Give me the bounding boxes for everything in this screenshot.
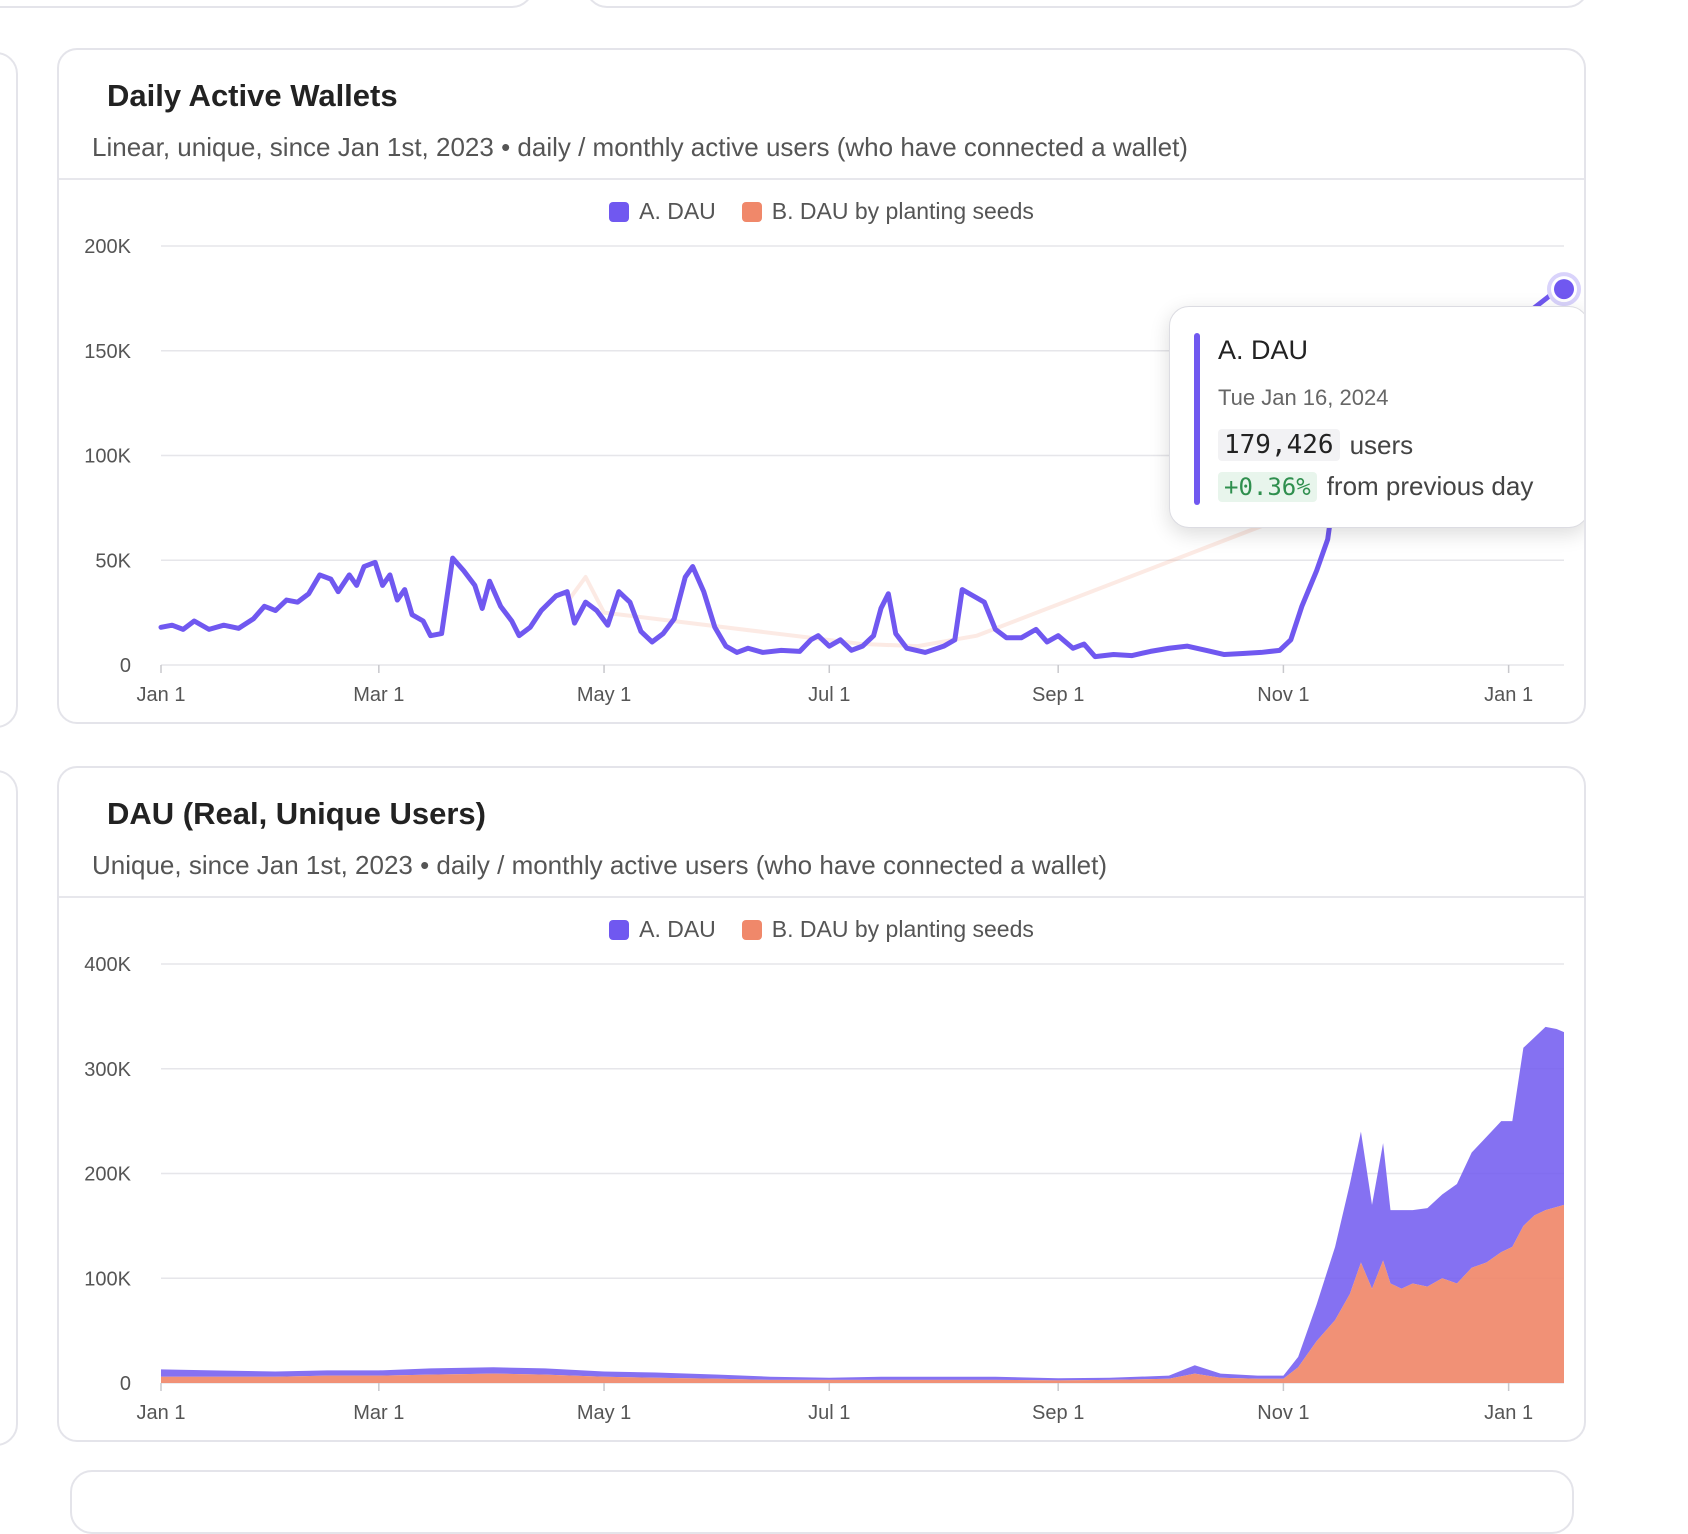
- x-tick-label: Jul 1: [808, 1402, 850, 1424]
- x-tick-label: Jan 1: [137, 1402, 186, 1424]
- x-tick-label: Mar 1: [353, 1402, 404, 1424]
- series-area-seeds: [161, 1204, 1564, 1383]
- y-tick-label: 50K: [95, 550, 131, 572]
- legend-label-dau: A. DAU: [639, 916, 716, 942]
- card-divider: [59, 178, 1584, 180]
- legend-label-seeds: B. DAU by planting seeds: [771, 916, 1034, 942]
- tooltip-date: Tue Jan 16, 2024: [1218, 385, 1389, 410]
- y-tick-label: 100K: [84, 446, 131, 468]
- background-card-top-right: [585, 0, 1589, 8]
- y-tick-label: 150K: [84, 341, 131, 363]
- x-tick-label: Nov 1: [1257, 1402, 1309, 1424]
- chart-legend: A. DAU B. DAU by planting seeds: [59, 198, 1584, 225]
- line-chart[interactable]: 0 50K 100K 150K 200K Jan 1 Mar 1 May 1 Jul 1 Sep …: [59, 50, 1584, 722]
- legend-label-seeds: B. DAU by planting seeds: [771, 198, 1034, 224]
- y-tick-label: 200K: [84, 236, 131, 258]
- seeds-swatch-icon: [741, 201, 762, 222]
- x-tick-label: May 1: [577, 684, 631, 706]
- legend-item-dau[interactable]: A. DAU: [609, 198, 716, 225]
- y-tick-label: 200K: [84, 1164, 131, 1186]
- background-card-left-1: [0, 52, 18, 728]
- y-tick-label: 400K: [84, 954, 131, 976]
- dau-real-unique-users-card: DAU (Real, Unique Users) Unique, since J…: [57, 766, 1586, 1442]
- chart-subtitle: Linear, unique, since Jan 1st, 2023 • da…: [92, 132, 1188, 162]
- x-tick-label: Sep 1: [1032, 684, 1084, 706]
- series-line-dau: [158, 286, 1567, 660]
- legend-item-dau[interactable]: A. DAU: [609, 916, 716, 943]
- background-card-top-left: [0, 0, 534, 8]
- chart-legend: A. DAU B. DAU by planting seeds: [59, 916, 1584, 943]
- x-tick-label: May 1: [577, 1402, 631, 1424]
- dau-swatch-icon: [609, 919, 630, 940]
- chart-title: Daily Active Wallets: [107, 78, 398, 113]
- card-divider: [59, 896, 1584, 898]
- tooltip-series-name: A. DAU: [1218, 335, 1309, 365]
- tooltip-change-row: +0.36% from previous day: [1218, 471, 1533, 502]
- stacked-area-chart[interactable]: 0 100K 200K 300K 400K Jan 1 Mar 1 May 1 Jul 1 Sep…: [59, 768, 1584, 1440]
- x-tick-label: Mar 1: [353, 684, 404, 706]
- chart-tooltip: A. DAU Tue Jan 16, 2024 179,426 users +0…: [1169, 306, 1584, 528]
- tooltip-series-color-bar: [1194, 333, 1200, 505]
- hover-point: [1554, 279, 1574, 300]
- y-tick-label: 0: [120, 655, 131, 677]
- tooltip-change: +0.36%: [1218, 471, 1317, 502]
- x-tick-label: Jul 1: [808, 684, 850, 706]
- dau-swatch-icon: [609, 201, 630, 222]
- tooltip-change-label: from previous day: [1326, 471, 1534, 501]
- chart-subtitle: Unique, since Jan 1st, 2023 • daily / mo…: [92, 850, 1107, 880]
- x-tick-label: Nov 1: [1257, 684, 1309, 706]
- y-tick-label: 0: [120, 1373, 131, 1395]
- seeds-swatch-icon: [741, 919, 762, 940]
- x-tick-label: Jan 1: [1484, 684, 1533, 706]
- x-tick-label: Jan 1: [1484, 1402, 1533, 1424]
- daily-active-wallets-card: Daily Active Wallets Linear, unique, sin…: [57, 48, 1586, 724]
- background-card-bottom: [70, 1470, 1574, 1534]
- tooltip-value-row: 179,426 users: [1218, 429, 1413, 461]
- chart-title: DAU (Real, Unique Users): [107, 796, 486, 831]
- y-tick-label: 300K: [84, 1059, 131, 1081]
- legend-item-seeds[interactable]: B. DAU by planting seeds: [741, 198, 1034, 225]
- legend-item-seeds[interactable]: B. DAU by planting seeds: [741, 916, 1034, 943]
- tooltip-unit: users: [1349, 429, 1414, 460]
- tooltip-value: 179,426: [1218, 429, 1340, 461]
- legend-label-dau: A. DAU: [639, 198, 716, 224]
- x-tick-label: Sep 1: [1032, 1402, 1084, 1424]
- x-tick-label: Jan 1: [137, 684, 186, 706]
- background-card-left-2: [0, 770, 18, 1446]
- y-tick-label: 100K: [84, 1268, 131, 1290]
